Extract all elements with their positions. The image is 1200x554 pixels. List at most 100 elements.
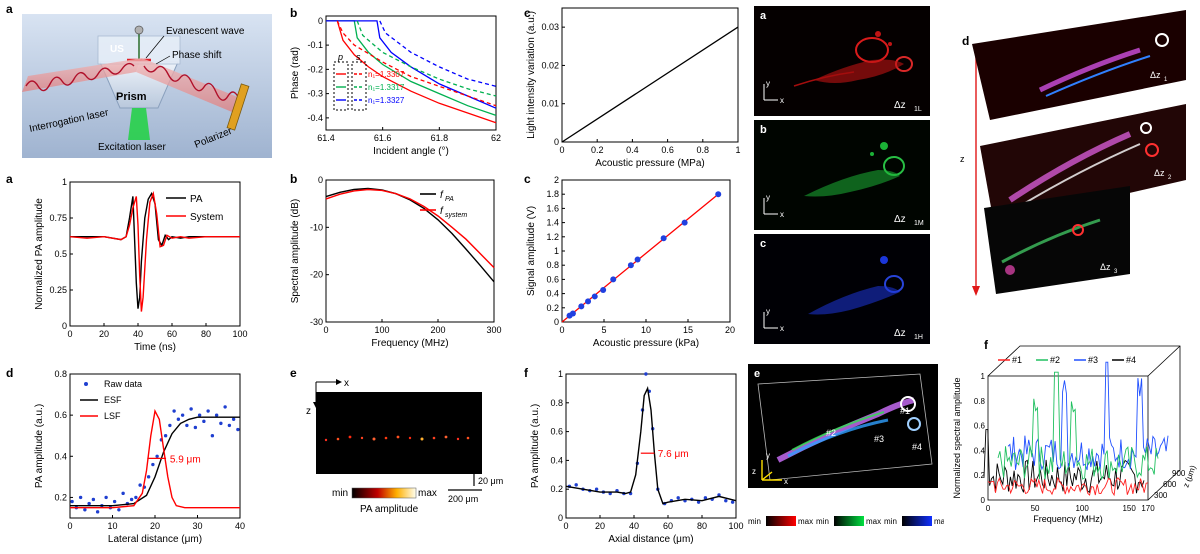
x-tick-label: 10 [107,521,117,531]
series-line-system [69,190,240,312]
series-line-s [336,20,497,107]
x-axis-label: x [780,210,784,219]
raw-point [176,417,181,421]
y-tick-label: 0.03 [541,22,559,32]
y-tick-label: 1 [981,372,986,381]
y-tick-label: -10 [310,222,323,232]
data-point [660,235,667,242]
plot-frame [325,179,495,323]
panel-label: e [754,368,761,380]
x-tick-label: 0 [563,521,568,531]
transducer-tip [134,25,144,35]
y-tick-label: 1.8 [546,189,559,199]
axial-chart: 0 20 40 60 80 100 0 0.2 0.4 0.6 0.8 1 Axial distance… [530,369,744,545]
us-label: US [110,44,124,55]
x-tick-label: 61.6 [374,133,392,143]
layer-2-sub: 2 [1168,175,1172,181]
y-tick-label: 0.01 [541,99,559,109]
raw-point [717,493,721,497]
raw-point [83,508,87,512]
bounding-box [757,373,933,481]
x-tick-label: 0.8 [697,145,710,155]
panel-label: d [6,366,14,380]
y-axis-label: PA amplitude (a.u.) [34,404,45,488]
channel-a-image: a Δz 1L x y [754,6,930,116]
schematic-figure: US Evanescent wave Phase shift Prism Int… [22,14,272,158]
y-tick-label: 1.6 [546,203,559,213]
data-point [591,293,598,300]
excitation-label: Excitation laser [98,142,166,153]
x-tick-label: 0 [323,325,328,335]
zebrafish-green: Δz 1M x y [763,142,924,227]
x-axis-label: Acoustic pressure (kPa) [593,338,699,349]
x-tick-label: 0.6 [661,145,674,155]
depth-sub: 1L [914,106,922,113]
depth-sub: 1H [914,334,923,341]
y-tick-label: 0.5 [54,249,67,259]
data-point [585,298,592,305]
z-tick-label: 300 [1154,491,1168,500]
x-axis-label: Axial distance (μm) [608,534,693,545]
z-tick-label: 600 [1163,480,1177,489]
series-line-s [356,20,497,97]
x-tick-label: 5 [601,325,606,335]
marker-1: #1 [900,406,910,416]
x-tick-label: 40 [629,521,639,531]
y-tick-label: 0.6 [550,427,563,437]
panel-label: c [524,172,531,186]
series-line-p [326,20,497,117]
raw-point [155,454,159,458]
layer-1-sub: 1 [1164,77,1168,83]
series-line-PA [325,187,495,283]
y-tick-label: 0.6 [54,410,67,420]
legend-marker [84,382,88,386]
scale-x-label: 200 μm [448,494,478,504]
y-tick-label: 1 [558,369,563,379]
pa-time-chart: 0 20 40 60 80 100 0 0.25 0.5 0.75 1 Time (ns) Normal… [34,177,248,353]
legend-sub: system [445,212,467,219]
raw-point [95,510,100,514]
x-tick-label: 20 [150,521,160,531]
interrogation-beam-in [22,58,142,92]
pa-time-panel: a 0 20 40 60 80 100 0 0.25 0.5 0.75 1 Time (ns) Norm… [0,172,252,354]
x-tick-label: 30 [192,521,202,531]
plot-frame [565,373,737,519]
x-tick-label: 0.2 [591,145,604,155]
y-axis-label: Signal amplitude (V) [526,206,537,296]
panel-label: b [760,124,767,136]
x-tick-label: 100 [232,329,247,339]
z-axis-arrow [761,471,773,481]
legend-label: #3 [1088,355,1098,365]
data-point [634,256,641,263]
cb-red-min: min [748,517,761,526]
raw-point [644,372,648,376]
x-tick-label: 0 [559,145,564,155]
y-tick-label: -0.4 [307,113,323,123]
y-tick-label: 0.75 [49,213,67,223]
x-axis-label: x [784,477,788,486]
raw-point [78,495,83,500]
legend-label: PA [190,194,203,205]
raw-point [676,496,680,500]
legend-label: n₁=1.3317 [368,83,405,92]
y-tick-label: 0.8 [54,369,67,379]
marker-3: #3 [874,434,884,444]
x-tick-label: 61.4 [317,133,335,143]
data-point [569,310,576,317]
stack-figure: x y z Δz 1 Δz 2 Δz 3 [960,10,1186,296]
y-tick-label: 0 [558,513,563,523]
box-edge [1147,345,1181,377]
x-tick-label: 100 [374,325,389,335]
data-point [578,303,585,310]
channel-b-image: b Δz 1M x y [754,120,930,230]
x-tick-label: 40 [235,521,245,531]
y-tick-label: 0.4 [974,446,986,455]
z-axis-label: z [306,406,311,417]
panel-label: a [760,10,767,22]
evanescent-pointer [145,35,165,59]
raw-point [180,413,185,417]
y-tick-label: 0.02 [541,60,559,70]
panel-label: b [290,6,298,20]
box-front [987,375,1149,501]
x-tick-label: 62 [491,133,501,143]
